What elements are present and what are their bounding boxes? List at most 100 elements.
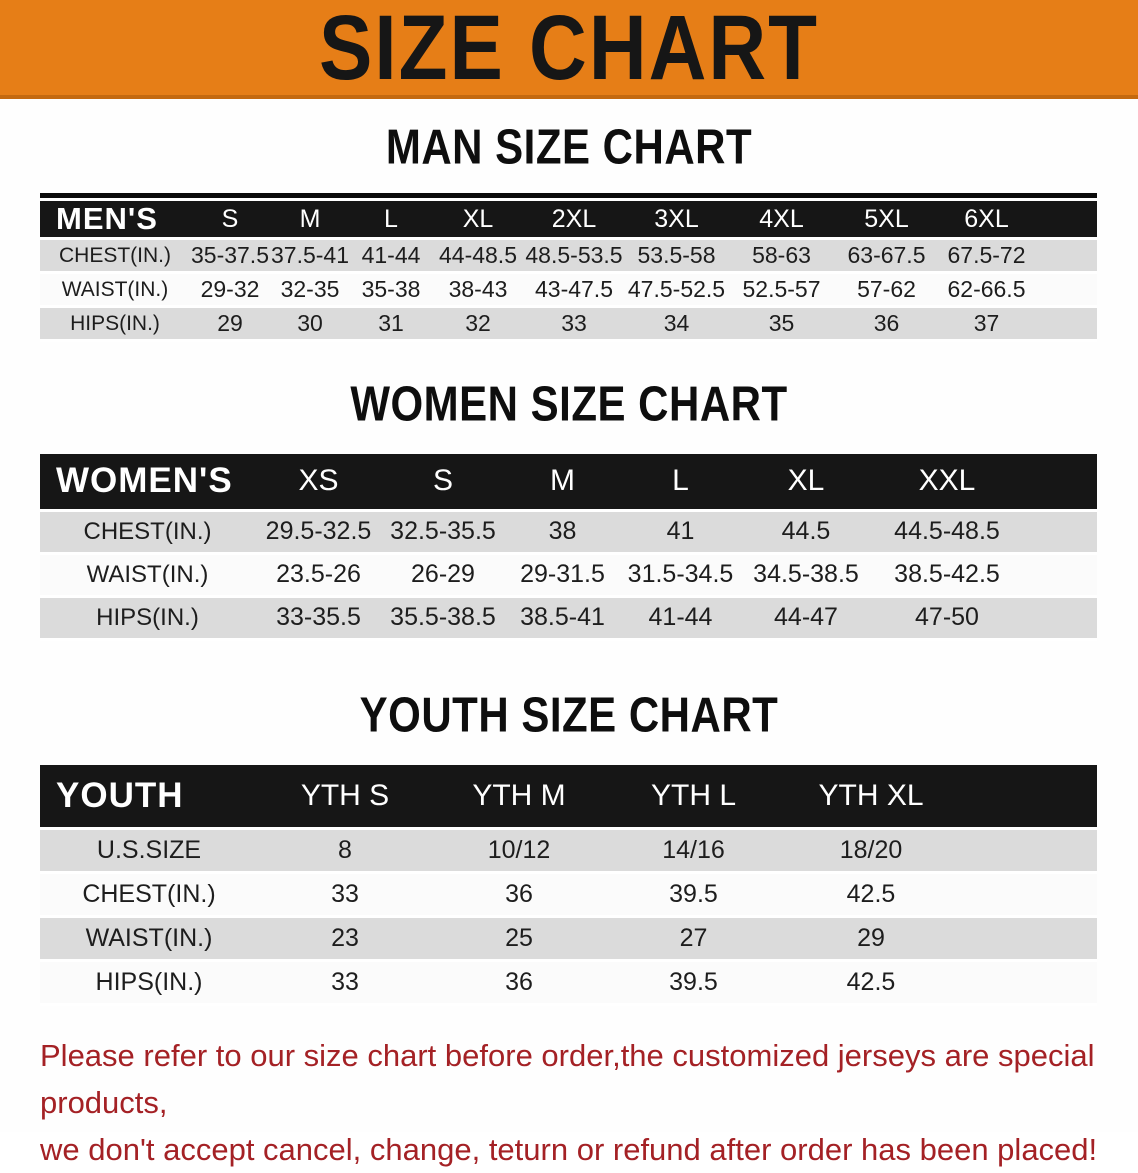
row-label: CHEST(IN.) [40, 872, 258, 918]
table-cell: 47-50 [872, 596, 1022, 641]
women-column-header: XS [255, 454, 382, 512]
women-section-heading-text: WOMEN SIZE CHART [350, 375, 788, 432]
column-filler [1022, 454, 1097, 512]
table-cell: 44-48.5 [432, 238, 524, 274]
youth-hips-row: HIPS(IN.) 33 36 39.5 42.5 [40, 960, 1097, 1006]
table-cell: 47.5-52.5 [624, 272, 729, 308]
table-cell: 31 [350, 306, 432, 342]
table-cell: 35-37.5 [190, 238, 270, 274]
table-cell: 36 [834, 306, 939, 342]
table-cell: 14/16 [606, 828, 781, 874]
cell-filler [961, 828, 1097, 874]
table-cell: 43-47.5 [524, 272, 624, 308]
men-header-row: MEN'S S M L XL 2XL 3XL 4XL 5XL 6XL [40, 201, 1097, 240]
youth-column-header: YTH XL [781, 764, 961, 830]
table-cell: 39.5 [606, 960, 781, 1006]
table-cell: 33 [258, 960, 432, 1006]
row-label: CHEST(IN.) [40, 510, 255, 555]
youth-section-heading-text: YOUTH SIZE CHART [359, 686, 779, 742]
disclaimer-line-2: we don't accept cancel, change, teturn o… [40, 1132, 1098, 1167]
row-label: WAIST(IN.) [40, 916, 258, 962]
row-label: HIPS(IN.) [40, 596, 255, 641]
table-cell: 67.5-72 [939, 238, 1034, 274]
youth-ussize-row: U.S.SIZE 8 10/12 14/16 18/20 [40, 828, 1097, 874]
table-cell: 29 [781, 916, 961, 962]
table-cell: 58-63 [729, 238, 834, 274]
table-cell: 29-31.5 [504, 553, 621, 598]
table-cell: 32 [432, 306, 524, 342]
table-cell: 35 [729, 306, 834, 342]
women-column-header: XL [740, 454, 872, 512]
table-cell: 34.5-38.5 [740, 553, 872, 598]
men-size-table: MEN'S S M L XL 2XL 3XL 4XL 5XL 6XL CHEST… [40, 193, 1097, 342]
women-column-header: XXL [872, 454, 1022, 512]
men-hips-row: HIPS(IN.) 29 30 31 32 33 34 35 36 37 [40, 306, 1097, 342]
cell-filler [961, 872, 1097, 918]
banner: SIZE CHART [0, 0, 1138, 99]
row-label: CHEST(IN.) [40, 238, 190, 274]
table-cell: 44.5-48.5 [872, 510, 1022, 555]
men-section-heading-text: MAN SIZE CHART [385, 118, 753, 175]
table-cell: 52.5-57 [729, 272, 834, 308]
table-cell: 33 [524, 306, 624, 342]
women-section-heading: WOMEN SIZE CHART [0, 376, 1138, 431]
table-cell: 36 [432, 872, 606, 918]
table-cell: 38 [504, 510, 621, 555]
men-column-header: 2XL [524, 201, 624, 240]
table-cell: 38.5-41 [504, 596, 621, 641]
disclaimer-text: Please refer to our size chart before or… [40, 1032, 1138, 1173]
row-label: WAIST(IN.) [40, 553, 255, 598]
table-cell: 26-29 [382, 553, 504, 598]
men-column-header: 6XL [939, 201, 1034, 240]
row-label: HIPS(IN.) [40, 960, 258, 1006]
youth-column-header: YTH S [258, 764, 432, 830]
table-cell: 41-44 [621, 596, 740, 641]
table-cell: 32.5-35.5 [382, 510, 504, 555]
women-chest-row: CHEST(IN.) 29.5-32.5 32.5-35.5 38 41 44.… [40, 510, 1097, 555]
table-cell: 23.5-26 [255, 553, 382, 598]
table-cell: 57-62 [834, 272, 939, 308]
table-cell: 31.5-34.5 [621, 553, 740, 598]
cell-filler [961, 960, 1097, 1006]
table-cell: 37.5-41 [270, 238, 350, 274]
table-cell: 27 [606, 916, 781, 962]
youth-column-header: YTH L [606, 764, 781, 830]
table-cell: 53.5-58 [624, 238, 729, 274]
table-cell: 29 [190, 306, 270, 342]
table-cell: 41 [621, 510, 740, 555]
table-cell: 33-35.5 [255, 596, 382, 641]
table-cell: 39.5 [606, 872, 781, 918]
cell-filler [961, 916, 1097, 962]
table-cell: 44-47 [740, 596, 872, 641]
women-column-header: L [621, 454, 740, 512]
table-cell: 35-38 [350, 272, 432, 308]
men-waist-row: WAIST(IN.) 29-32 32-35 35-38 38-43 43-47… [40, 272, 1097, 308]
column-filler [1034, 201, 1097, 240]
table-cell: 35.5-38.5 [382, 596, 504, 641]
cell-filler [1022, 596, 1097, 641]
men-column-header: 3XL [624, 201, 729, 240]
table-cell: 33 [258, 872, 432, 918]
table-cell: 23 [258, 916, 432, 962]
table-cell: 25 [432, 916, 606, 962]
table-cell: 29.5-32.5 [255, 510, 382, 555]
cell-filler [1022, 510, 1097, 555]
cell-filler [1022, 553, 1097, 598]
table-cell: 34 [624, 306, 729, 342]
table-cell: 38-43 [432, 272, 524, 308]
youth-table-title: YOUTH [40, 764, 258, 830]
men-column-header: 5XL [834, 201, 939, 240]
women-header-row: WOMEN'S XS S M L XL XXL [40, 454, 1097, 512]
youth-chest-row: CHEST(IN.) 33 36 39.5 42.5 [40, 872, 1097, 918]
youth-header-row: YOUTH YTH S YTH M YTH L YTH XL [40, 764, 1097, 830]
youth-section-heading: YOUTH SIZE CHART [0, 686, 1138, 741]
table-cell: 29-32 [190, 272, 270, 308]
table-cell: 8 [258, 828, 432, 874]
women-column-header: M [504, 454, 621, 512]
women-size-table: WOMEN'S XS S M L XL XXL CHEST(IN.) 29.5-… [40, 454, 1097, 641]
table-cell: 48.5-53.5 [524, 238, 624, 274]
women-column-header: S [382, 454, 504, 512]
men-column-header: XL [432, 201, 524, 240]
row-label: U.S.SIZE [40, 828, 258, 874]
